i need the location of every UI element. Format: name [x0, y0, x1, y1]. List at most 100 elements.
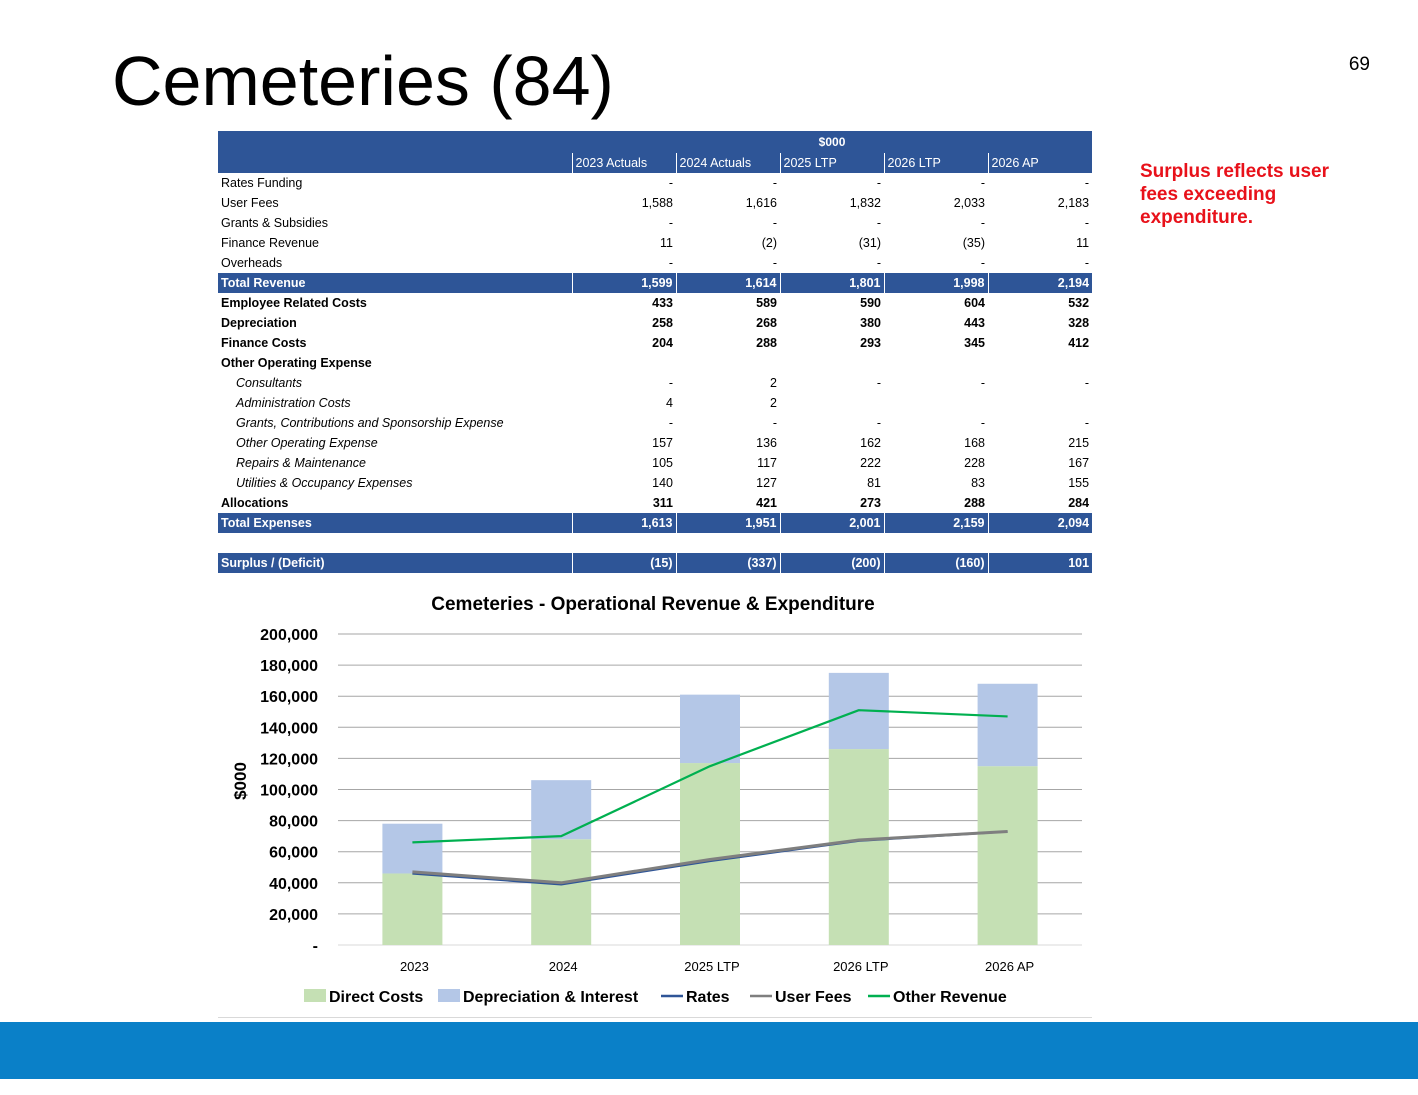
row-value: 11 — [1076, 236, 1090, 250]
row-value — [988, 533, 1092, 553]
row-value: - — [1084, 216, 1090, 230]
legend-label: Direct Costs — [329, 989, 423, 1006]
table-row: Repairs & Maintenance 105 117 222 228 167 — [218, 453, 1092, 473]
row-value: 1,832 — [849, 196, 881, 210]
row-value: 311 — [652, 496, 673, 510]
row-value: - — [876, 176, 881, 190]
row-value: - — [980, 376, 985, 390]
row-value: 140 — [652, 476, 673, 490]
y-tick-label: 100,000 — [260, 783, 318, 800]
bar-direct-costs — [680, 763, 740, 945]
table-row: Utilities & Occupancy Expenses 140 127 81 83… — [218, 473, 1092, 493]
row-value: - — [772, 176, 777, 190]
table-row: Other Operating Expense — [218, 353, 1092, 373]
row-value: 1,998 — [883, 273, 988, 293]
chart-svg: Cemeteries - Operational Revenue & Expen… — [231, 594, 1082, 1006]
row-value: (337) — [675, 553, 780, 573]
row-value: 258 — [652, 316, 673, 330]
column-header: 2026 LTP — [883, 153, 988, 173]
bar-direct-costs — [382, 873, 443, 945]
row-value: 228 — [964, 456, 985, 470]
row-value: - — [980, 176, 985, 190]
row-label: Finance Revenue — [221, 236, 319, 250]
row-value: 2,094 — [987, 513, 1093, 533]
row-value: - — [668, 216, 673, 230]
table-body: Rates Funding - - - - - User Fees 1,588 1,616 1,8… — [218, 173, 1093, 573]
table-row: Consultants - 2 - - - — [218, 373, 1092, 393]
row-label: Allocations — [221, 496, 289, 510]
row-value — [676, 533, 780, 553]
row-value: 2 — [770, 396, 777, 410]
y-tick-label: 200,000 — [260, 627, 318, 644]
legend-label: User Fees — [775, 989, 852, 1006]
row-value: 284 — [1068, 496, 1090, 510]
row-value: (160) — [883, 553, 988, 573]
row-value: 157 — [652, 436, 673, 450]
row-value: - — [668, 176, 673, 190]
row-value — [572, 353, 676, 373]
table-corner — [218, 131, 572, 153]
y-tick-label: 160,000 — [260, 689, 318, 706]
row-value: 11 — [660, 236, 673, 250]
row-value: 2 — [770, 376, 777, 390]
y-tick-label: 120,000 — [260, 751, 318, 768]
row-value: - — [1084, 176, 1090, 190]
financial-summary-table: $000 2023 Actuals 2024 Actuals 2025 LTP 202… — [218, 131, 1093, 573]
table-row: Allocations 311 421 273 288 284 — [218, 493, 1092, 513]
row-value: 604 — [964, 296, 985, 310]
x-tick-label: 2026 AP — [985, 959, 1034, 974]
row-label: Other Operating Expense — [221, 356, 372, 370]
row-value: - — [772, 216, 777, 230]
row-value: 83 — [971, 476, 985, 490]
row-value: 105 — [652, 456, 673, 470]
row-value: 1,614 — [675, 273, 780, 293]
row-label: Depreciation — [221, 316, 297, 330]
column-header-row: 2023 Actuals 2024 Actuals 2025 LTP 2026 LTP… — [218, 153, 1093, 173]
bar-depreciation-interest — [977, 683, 1038, 767]
row-value: 204 — [652, 336, 673, 350]
row-value: 433 — [652, 296, 673, 310]
row-label: Overheads — [221, 256, 283, 270]
column-header-label — [218, 153, 572, 173]
callout-text: Surplus reflects user fees exceeding exp… — [1140, 161, 1330, 228]
row-label: Consultants — [236, 376, 303, 390]
row-value — [988, 353, 1092, 373]
row-value: - — [1084, 416, 1090, 430]
x-tick-label: 2026 LTP — [833, 959, 888, 974]
legend-label: Other Revenue — [893, 989, 1007, 1006]
row-value: 288 — [964, 496, 985, 510]
table-row: Grants, Contributions and Sponsorship Ex… — [218, 413, 1092, 433]
bars — [382, 672, 1038, 945]
row-label: Grants, Contributions and Sponsorship Ex… — [236, 416, 504, 430]
row-value: 2,159 — [883, 513, 988, 533]
row-label: User Fees — [221, 196, 279, 210]
table-row: User Fees 1,588 1,616 1,832 2,033 2,183 — [218, 193, 1092, 213]
row-label: Other Operating Expense — [236, 436, 378, 450]
row-value — [884, 353, 988, 373]
row-value: - — [876, 256, 881, 270]
bar-depreciation-interest — [680, 694, 740, 764]
table-row: Finance Revenue 11 (2) (31) (35) 11 — [218, 233, 1092, 253]
row-label — [218, 533, 572, 553]
chart-title: Cemeteries - Operational Revenue & Expen… — [431, 594, 874, 615]
row-value: 412 — [1068, 336, 1090, 350]
row-value: 1,588 — [641, 196, 673, 210]
legend: Direct Costs Depreciation & Interest Rates… — [304, 989, 1007, 1006]
row-value: 345 — [964, 336, 985, 350]
row-value: (31) — [858, 236, 881, 250]
row-value: 380 — [860, 316, 881, 330]
row-value — [884, 393, 988, 413]
row-value — [572, 533, 676, 553]
row-value — [780, 393, 884, 413]
row-value: - — [772, 416, 777, 430]
y-axis-label: $000 — [231, 762, 250, 800]
row-label: Administration Costs — [236, 396, 351, 410]
spacer-row — [218, 533, 1092, 553]
y-tick-labels: - 20,000 40,000 60,000 80,000 100,000 120,000 1… — [260, 627, 318, 955]
y-tick-label: 40,000 — [269, 876, 318, 893]
row-value: - — [980, 416, 985, 430]
y-tick-label: 20,000 — [269, 907, 318, 924]
legend-label: Depreciation & Interest — [463, 989, 639, 1006]
footer-bar — [0, 1022, 1418, 1079]
row-value: 1,599 — [571, 273, 676, 293]
